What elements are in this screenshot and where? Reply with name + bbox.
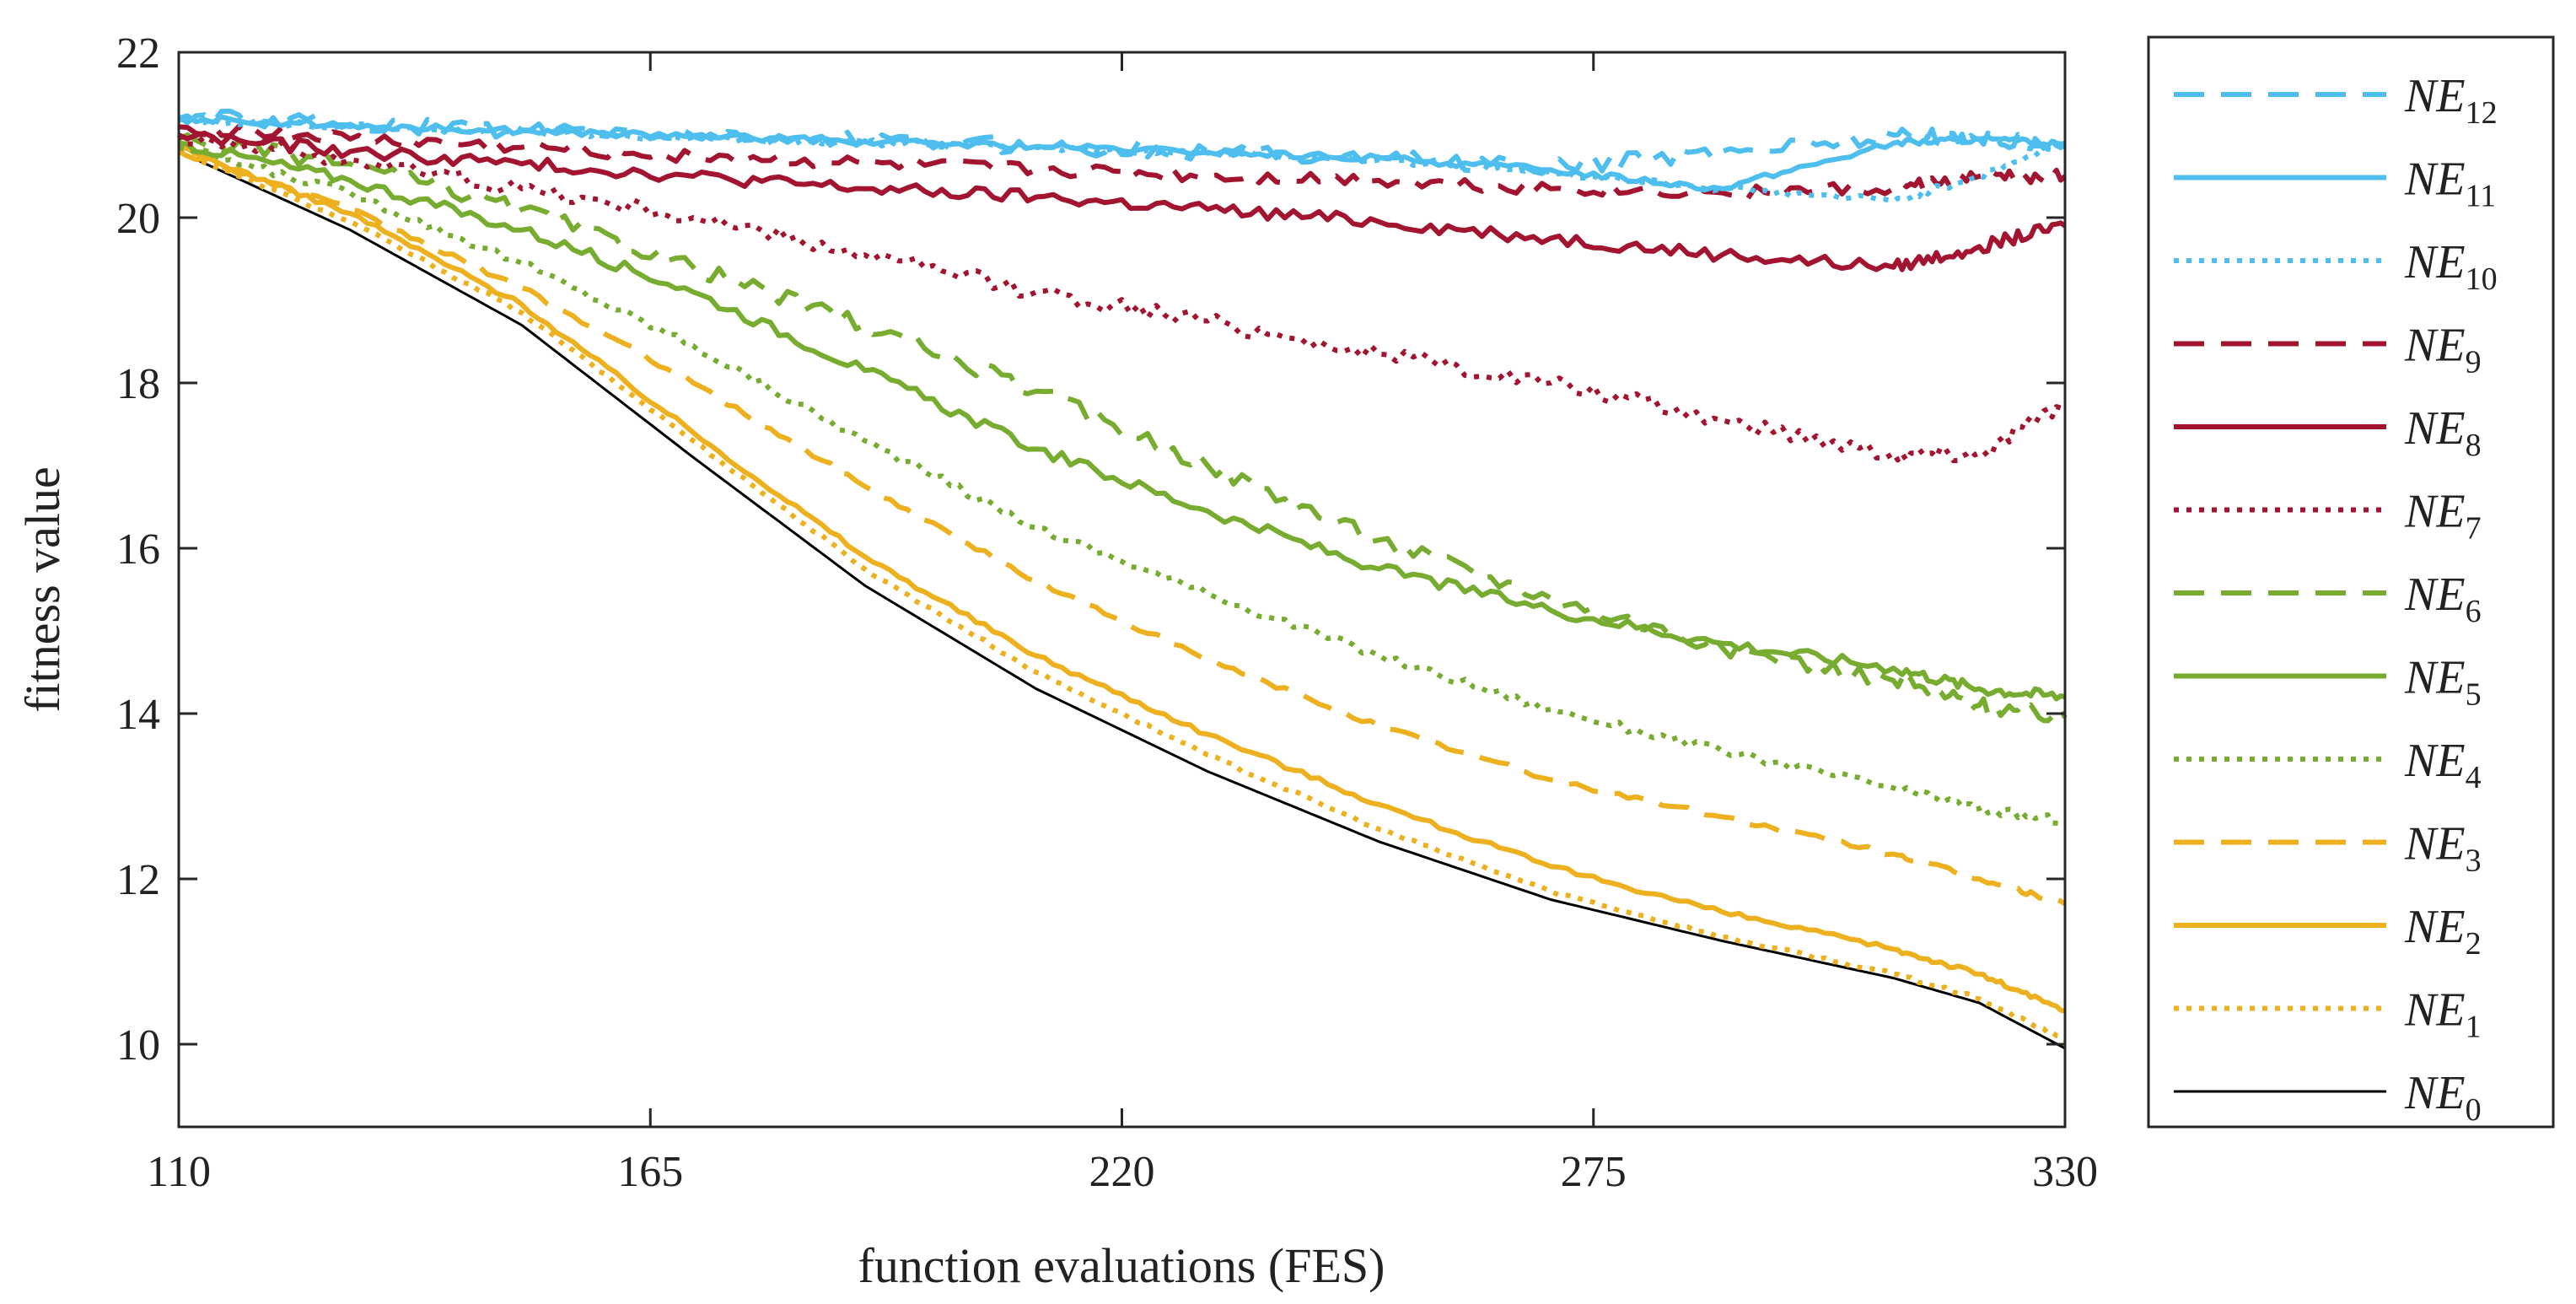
x-tick-label: 275 [1561,1148,1627,1196]
x-tick-label: 330 [2032,1148,2098,1196]
legend-label-main: NE [2404,154,2466,206]
x-axis: 110 165 220 275 330 [147,52,2098,1196]
legend-label-main: NE [2404,70,2466,122]
legend-label-ne10: NE10 [2404,236,2498,297]
legend-label-main: NE [2404,652,2466,704]
legend-label-ne6: NE6 [2404,568,2482,629]
legend-label-sub: 2 [2466,926,2482,962]
series-line-ne3 [177,148,2067,907]
y-axis-label: fitness value [15,466,70,713]
series-line-ne5 [178,140,2066,702]
legend-label-ne7: NE7 [2404,486,2482,547]
legend-label-sub: 7 [2466,511,2482,547]
x-tick-label: 165 [617,1148,683,1196]
legend-label-sub: 1 [2466,1010,2482,1045]
legend-label-main: NE [2404,735,2466,787]
x-tick-label: 110 [147,1148,211,1196]
series-line-ne1 [178,148,2067,1043]
legend-label-ne11: NE11 [2404,154,2496,214]
legend-label-sub: 6 [2466,594,2482,629]
legend-label-main: NE [2404,486,2466,538]
legend-label-sub: 10 [2466,261,2498,297]
legend-label-sub: 5 [2466,677,2482,713]
series-line-ne6 [177,132,2068,724]
legend-label-main: NE [2404,402,2466,455]
legend-label-sub: 3 [2466,843,2482,879]
y-tick-label: 16 [116,525,160,574]
y-tick-label: 20 [116,195,160,243]
legend-label-ne3: NE3 [2404,818,2482,879]
legend: NE12NE11NE10NE9NE8NE7NE6NE5NE4NE3NE2NE1N… [2147,35,2555,1129]
legend-label-sub: 9 [2466,345,2482,380]
series-line-ne7 [176,132,2068,464]
legend-label-main: NE [2404,818,2466,870]
legend-label-main: NE [2404,236,2466,288]
legend-label-main: NE [2404,1067,2466,1119]
y-tick-label: 18 [116,360,160,408]
y-tick-label: 12 [116,856,160,904]
y-tick-label: 22 [116,30,160,78]
legend-label-ne4: NE4 [2404,735,2482,795]
series-line-ne4 [177,144,2067,827]
series-line-ne12 [177,108,2066,176]
y-axis: 10 12 14 16 18 20 22 [116,30,2065,1070]
x-tick-label: 220 [1089,1148,1155,1196]
series-line-ne9 [178,123,2068,202]
x-axis-label: function evaluations (FES) [858,1238,1385,1293]
legend-label-sub: 0 [2466,1092,2482,1128]
series-line-ne2 [178,144,2066,1014]
series-line-ne8 [177,130,2067,272]
legend-label-ne9: NE9 [2404,320,2482,380]
series-layer [176,108,2068,1050]
legend-label-main: NE [2404,901,2466,953]
legend-label-ne5: NE5 [2404,652,2482,713]
legend-label-ne2: NE2 [2404,901,2482,962]
legend-label-ne12: NE12 [2404,70,2498,131]
plot-area [176,51,2068,1129]
legend-label-sub: 12 [2466,95,2498,131]
legend-label-main: NE [2404,568,2466,621]
legend-label-ne8: NE8 [2404,402,2482,463]
series-line-ne0 [178,150,2066,1050]
legend-label-sub: 8 [2466,428,2482,463]
legend-label-main: NE [2404,320,2466,372]
legend-label-sub: 4 [2466,760,2482,795]
legend-label-ne1: NE1 [2404,984,2482,1045]
legend-label-ne0: NE0 [2404,1067,2482,1128]
legend-label-main: NE [2404,984,2466,1037]
legend-box [2147,35,2555,1129]
legend-label-sub: 11 [2466,179,2497,214]
y-tick-label: 10 [116,1021,160,1070]
y-tick-label: 14 [116,691,160,739]
